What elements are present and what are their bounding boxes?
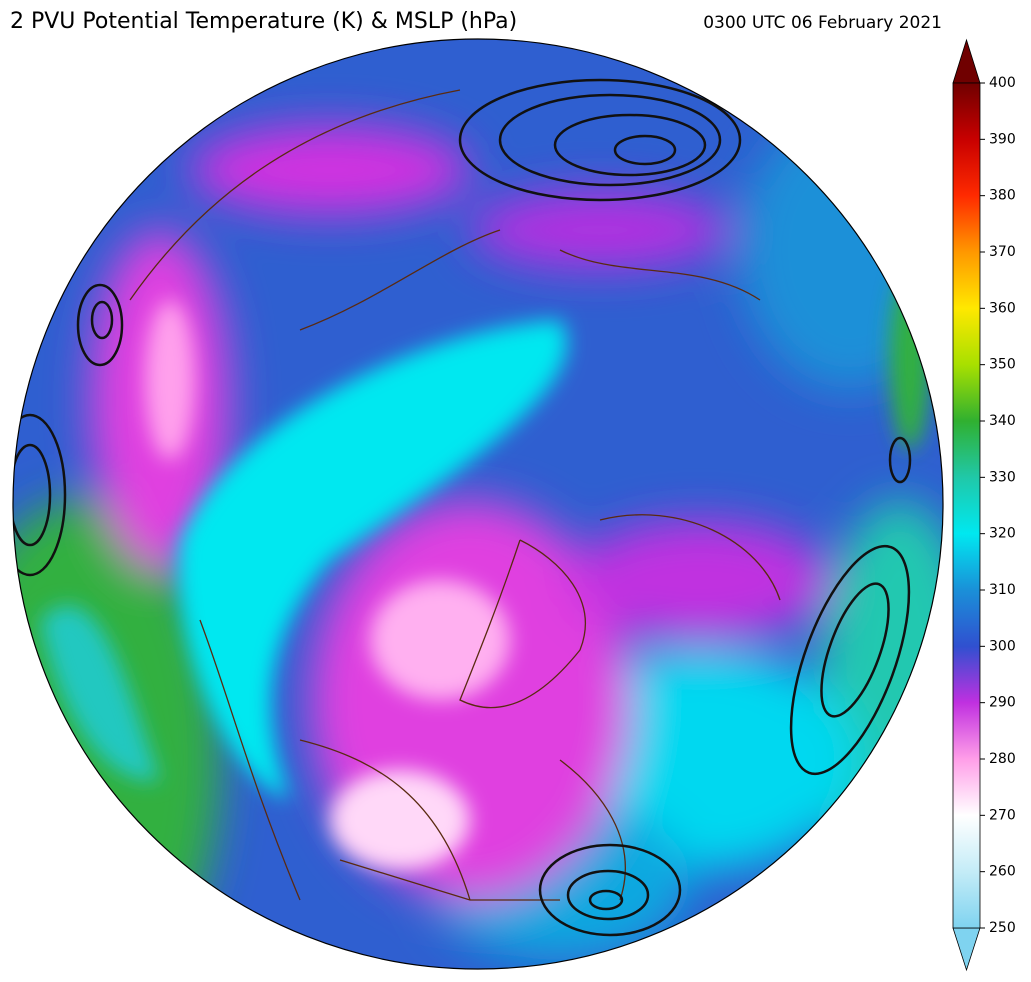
pressure-contours [13,78,912,937]
colorbar-scale [952,82,981,929]
globe-outline [12,38,944,970]
coastlines [129,89,781,901]
colorbar-tick-label: 250 [989,920,1016,936]
timestamp: 0300 UTC 06 February 2021 [703,13,942,33]
map-title: 2 PVU Potential Temperature (K) & MSLP (… [10,9,517,34]
colorbar-tick-label: 340 [989,413,1016,429]
colorbar-tick-label: 260 [989,864,1016,880]
colorbar-extend-bottom [952,927,981,972]
colorbar-tick-label: 310 [989,582,1016,598]
colorbar-tick-label: 390 [989,131,1016,147]
colorbar-tick-label: 280 [989,751,1016,767]
colorbar-tick-label: 370 [989,244,1016,260]
colorbar-tick-label: 300 [989,638,1016,654]
map [13,39,943,969]
colorbar-tick-label: 380 [989,188,1016,204]
colorbar-tick-label: 360 [989,300,1016,316]
colorbar-tick-label: 400 [989,75,1016,91]
colorbar-extend-top [952,38,981,84]
colorbar-tick-label: 330 [989,469,1016,485]
colorbar-tick-label: 270 [989,807,1016,823]
colorbar-tick-label: 320 [989,526,1016,542]
colorbar-tick-label: 290 [989,695,1016,711]
colorbar: 250 260 270 280 290 300 310 320 330 340 350 360 370 3… [952,38,1016,972]
colorbar-tick-label: 350 [989,357,1016,373]
